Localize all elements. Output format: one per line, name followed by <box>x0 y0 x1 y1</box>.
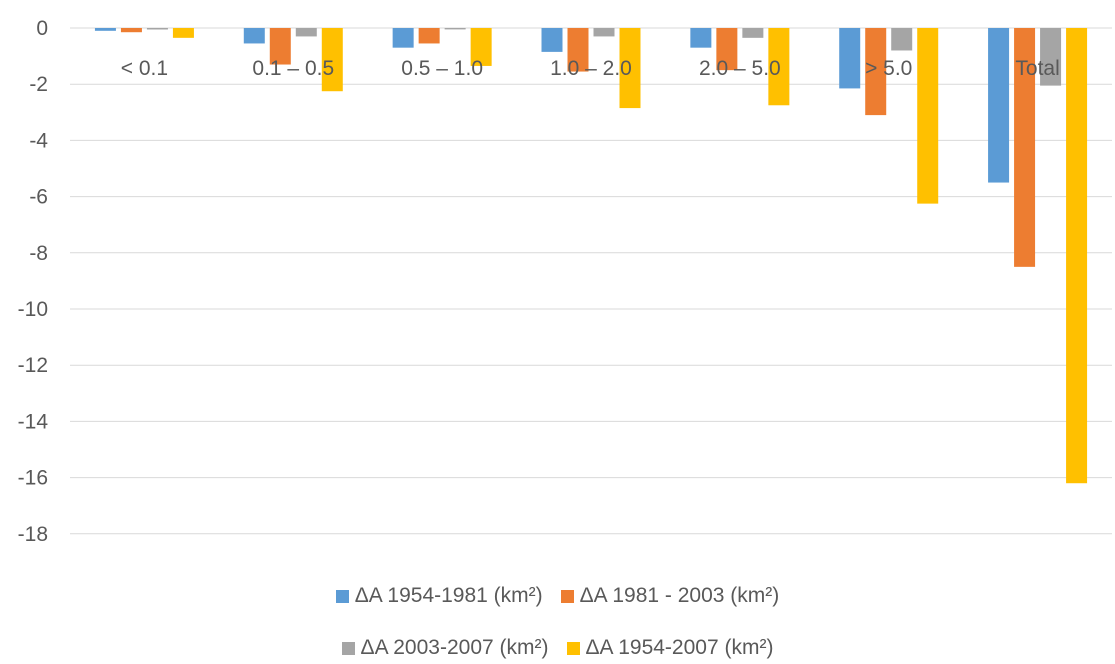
category-label: 0.1 – 0.5 <box>252 57 334 80</box>
bar-series-2-cat-3 <box>418 28 440 44</box>
legend-label-series-4: ΔA 1954-2007 (km²) <box>585 636 774 659</box>
legend-swatch-series-3 <box>341 641 355 655</box>
category-label: Total <box>1015 57 1059 80</box>
bar-series-1-cat-6 <box>839 28 861 89</box>
bar-series-4-cat-3 <box>470 28 492 66</box>
bar-series-4-cat-1 <box>172 28 194 38</box>
category-labels: < 0.1 0.1 – 0.5 0.5 – 1.0 1.0 – 2.0 2.0 – 5.… <box>121 57 1060 80</box>
bar-series-2-cat-4 <box>567 28 589 72</box>
y-tick-label: 0 <box>36 17 48 40</box>
bar-series-3-cat-6 <box>891 28 913 51</box>
category-label: > 5.0 <box>865 57 912 80</box>
bar-series-3-cat-7 <box>1040 28 1062 86</box>
legend-swatch-series-4 <box>566 641 580 655</box>
category-label: 0.5 – 1.0 <box>401 57 483 80</box>
category-label: 2.0 – 5.0 <box>699 57 781 80</box>
y-tick-label: -14 <box>18 410 49 433</box>
bar-series-3-cat-5 <box>742 28 764 38</box>
legend-row-2: ΔA 2003-2007 (km²) ΔA 1954-2007 (km²) <box>0 636 1115 660</box>
category-label: 1.0 – 2.0 <box>550 57 632 80</box>
legend-item-series-3: ΔA 2003-2007 (km²) <box>341 636 549 660</box>
bar-series-4-cat-6 <box>917 28 939 204</box>
legend-label-series-2: ΔA 1981 - 2003 (km²) <box>579 584 780 607</box>
bar-series-3-cat-4 <box>593 28 615 37</box>
legend-label-series-3: ΔA 2003-2007 (km²) <box>360 636 549 659</box>
y-tick-label: -8 <box>29 242 48 265</box>
bars <box>94 28 1088 484</box>
y-tick-label: -4 <box>29 129 48 152</box>
bar-series-1-cat-2 <box>243 28 265 44</box>
bar-series-1-cat-1 <box>94 28 116 31</box>
bar-series-4-cat-5 <box>768 28 790 106</box>
legend-swatch-series-2 <box>560 589 574 603</box>
legend-swatch-series-1 <box>335 589 349 603</box>
bar-series-3-cat-2 <box>295 28 317 37</box>
bar-series-1-cat-3 <box>392 28 414 48</box>
legend-item-series-2: ΔA 1981 - 2003 (km²) <box>560 584 780 608</box>
legend-item-series-4: ΔA 1954-2007 (km²) <box>566 636 774 660</box>
bar-series-4-cat-7 <box>1066 28 1088 484</box>
legend-label-series-1: ΔA 1954-1981 (km²) <box>354 584 543 607</box>
bar-series-1-cat-5 <box>690 28 712 48</box>
bar-series-2-cat-2 <box>269 28 291 65</box>
y-tick-label: -16 <box>18 467 48 490</box>
bar-series-2-cat-5 <box>716 28 738 71</box>
legend-row-1: ΔA 1954-1981 (km²) ΔA 1981 - 2003 (km²) <box>0 584 1115 608</box>
y-tick-label: -10 <box>18 298 48 321</box>
y-tick-label: -2 <box>29 73 48 96</box>
bar-series-3-cat-3 <box>444 28 466 30</box>
bar-series-2-cat-7 <box>1014 28 1036 267</box>
bar-series-2-cat-6 <box>865 28 887 116</box>
bar-series-1-cat-4 <box>541 28 563 52</box>
bar-series-2-cat-1 <box>120 28 142 33</box>
bar-series-1-cat-7 <box>988 28 1010 183</box>
y-tick-label: -12 <box>18 354 48 377</box>
bar-series-4-cat-4 <box>619 28 641 109</box>
y-tick-label: -18 <box>18 523 48 546</box>
y-axis-tick-labels: 0 -2 -4 -6 -8 -10 -12 -14 -16 -18 <box>18 17 49 546</box>
bar-series-3-cat-1 <box>146 28 168 30</box>
y-tick-label: -6 <box>29 186 48 209</box>
category-label: < 0.1 <box>121 57 168 80</box>
gridlines <box>70 27 1112 535</box>
legend-item-series-1: ΔA 1954-1981 (km²) <box>335 584 543 608</box>
bar-series-4-cat-2 <box>321 28 343 92</box>
